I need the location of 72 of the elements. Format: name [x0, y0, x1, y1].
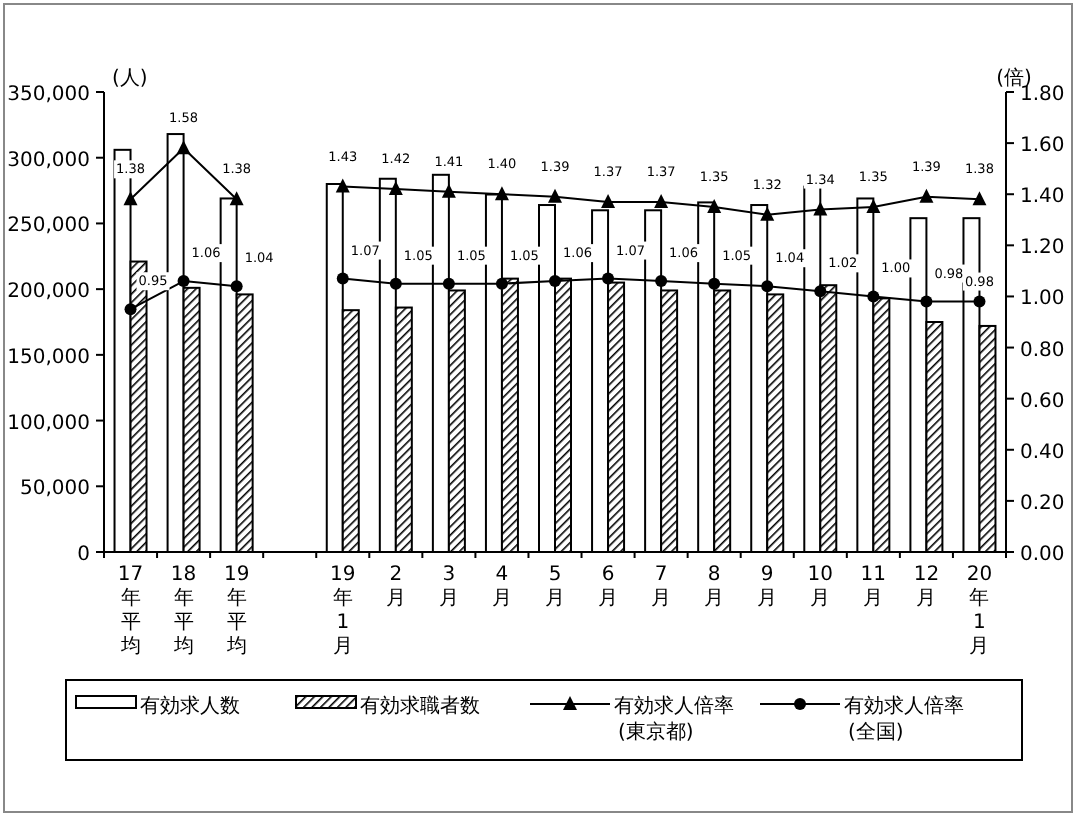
point — [123, 191, 138, 206]
point — [176, 140, 191, 155]
x-tick-label: 4月 — [491, 564, 512, 610]
point — [602, 272, 615, 285]
y-tick-label: 100,000 — [7, 412, 90, 435]
point — [389, 277, 402, 290]
point — [813, 201, 828, 216]
point — [230, 280, 243, 293]
point — [972, 191, 987, 206]
legend-label: 有効求人倍率 (東京都) — [614, 694, 734, 744]
y2-tick-label: 1.00 — [1020, 288, 1065, 311]
y2-tick-label: 0.60 — [1020, 390, 1065, 413]
x-tick-label: 19年平均 — [223, 564, 250, 658]
y-tick-label: 250,000 — [7, 215, 90, 238]
x-tick-label: 8月 — [704, 564, 725, 610]
point — [654, 193, 669, 208]
point — [919, 188, 934, 203]
point — [760, 206, 775, 221]
point — [177, 275, 190, 288]
point — [814, 285, 827, 298]
y2-tick-label: 1.80 — [1020, 84, 1065, 106]
point — [920, 295, 933, 308]
y-tick-label: 200,000 — [7, 281, 90, 304]
y2-axis-title: (倍) — [996, 66, 1032, 90]
point — [867, 290, 880, 303]
point — [548, 188, 562, 203]
y-tick-label: 0 — [77, 544, 90, 566]
point — [336, 272, 349, 285]
point — [655, 275, 668, 288]
x-tick-label: 20年1月 — [966, 564, 993, 658]
point — [761, 280, 774, 293]
x-tick-label: 3月 — [438, 564, 459, 610]
point — [707, 199, 722, 213]
x-tick-label: 10月 — [807, 564, 834, 610]
legend-label: 有効求人倍率 (全国) — [844, 694, 964, 744]
point — [388, 181, 403, 196]
legend-label: 有効求人数 — [140, 694, 240, 718]
y2-tick-label: 0.00 — [1020, 544, 1065, 566]
x-tick-label: 11月 — [860, 564, 887, 610]
y-tick-label: 350,000 — [7, 84, 90, 106]
y-tick-label: 150,000 — [7, 346, 90, 369]
point — [335, 178, 350, 193]
y-tick-label: 50,000 — [20, 478, 90, 501]
point — [973, 295, 986, 308]
y2-tick-label: 1.60 — [1020, 135, 1065, 158]
point — [124, 303, 137, 316]
point — [601, 193, 616, 208]
point — [549, 275, 561, 288]
point — [708, 277, 721, 290]
y2-tick-label: 0.40 — [1020, 441, 1065, 464]
x-tick-label: 5月 — [545, 564, 565, 610]
point — [441, 183, 456, 198]
y2-tick-label: 0.20 — [1020, 492, 1065, 515]
y2-tick-label: 1.40 — [1020, 186, 1065, 209]
y-tick-label: 300,000 — [7, 149, 90, 172]
x-tick-label: 9月 — [757, 564, 778, 610]
point — [495, 277, 508, 290]
point — [494, 186, 509, 201]
y2-tick-label: 0.80 — [1020, 339, 1065, 362]
x-tick-label: 7月 — [651, 564, 672, 610]
x-tick-label: 17年平均 — [117, 564, 144, 658]
point — [442, 277, 455, 290]
x-tick-label: 19年1月 — [330, 564, 356, 658]
y2-tick-label: 1.20 — [1020, 237, 1065, 260]
x-tick-label: 18年平均 — [170, 564, 197, 658]
legend-label: 有効求職者数 — [360, 694, 480, 718]
point — [866, 199, 881, 213]
y-axis-title: (人) — [112, 68, 148, 90]
x-tick-label: 2月 — [385, 564, 406, 610]
point — [229, 191, 244, 206]
x-tick-label: 6月 — [598, 564, 619, 610]
x-tick-label: 12月 — [913, 564, 940, 610]
